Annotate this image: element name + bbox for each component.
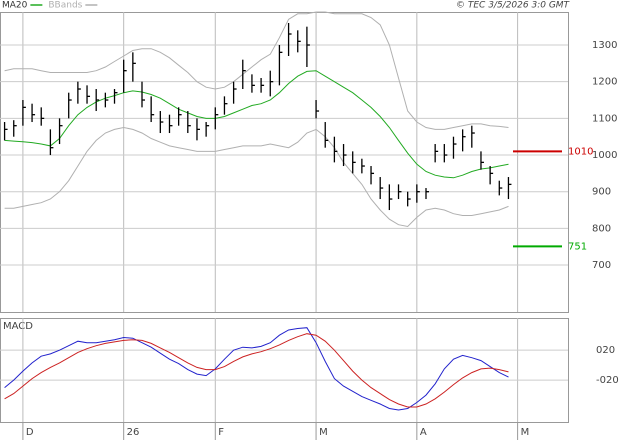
x-tick-label: F bbox=[218, 427, 224, 438]
x-tick-label: 26 bbox=[127, 427, 140, 438]
level-label: 1010 bbox=[568, 146, 593, 157]
level-label: 751 bbox=[568, 241, 587, 252]
panel-title: MACD bbox=[3, 321, 33, 332]
price-panel bbox=[0, 12, 569, 313]
macd-panel bbox=[0, 318, 569, 423]
copyright: © TEC 3/5/2026 3:0 GMT bbox=[456, 1, 571, 11]
legend-label: MA20 bbox=[2, 1, 28, 11]
y-tick-label: 1100 bbox=[592, 113, 617, 124]
y-tick-label: -020 bbox=[596, 375, 619, 386]
y-tick-label: 800 bbox=[592, 223, 611, 234]
bband-upper bbox=[4, 11, 509, 130]
y-tick-label: 1000 bbox=[592, 150, 617, 161]
x-tick-label: A bbox=[420, 427, 427, 438]
legend-label: BBands bbox=[48, 1, 82, 11]
y-tick-label: 1200 bbox=[592, 77, 617, 88]
ma-line bbox=[4, 70, 509, 179]
y-tick-label: 1300 bbox=[592, 40, 617, 51]
x-tick-label: M bbox=[521, 427, 530, 438]
y-tick-label: 900 bbox=[592, 187, 611, 198]
macd-line bbox=[4, 333, 509, 408]
y-tick-label: 020 bbox=[596, 345, 615, 356]
x-tick-label: M bbox=[319, 427, 328, 438]
x-tick-label: D bbox=[26, 427, 34, 438]
macd-line bbox=[4, 327, 509, 411]
bband-lower bbox=[4, 126, 509, 228]
y-tick-label: 700 bbox=[592, 260, 611, 271]
